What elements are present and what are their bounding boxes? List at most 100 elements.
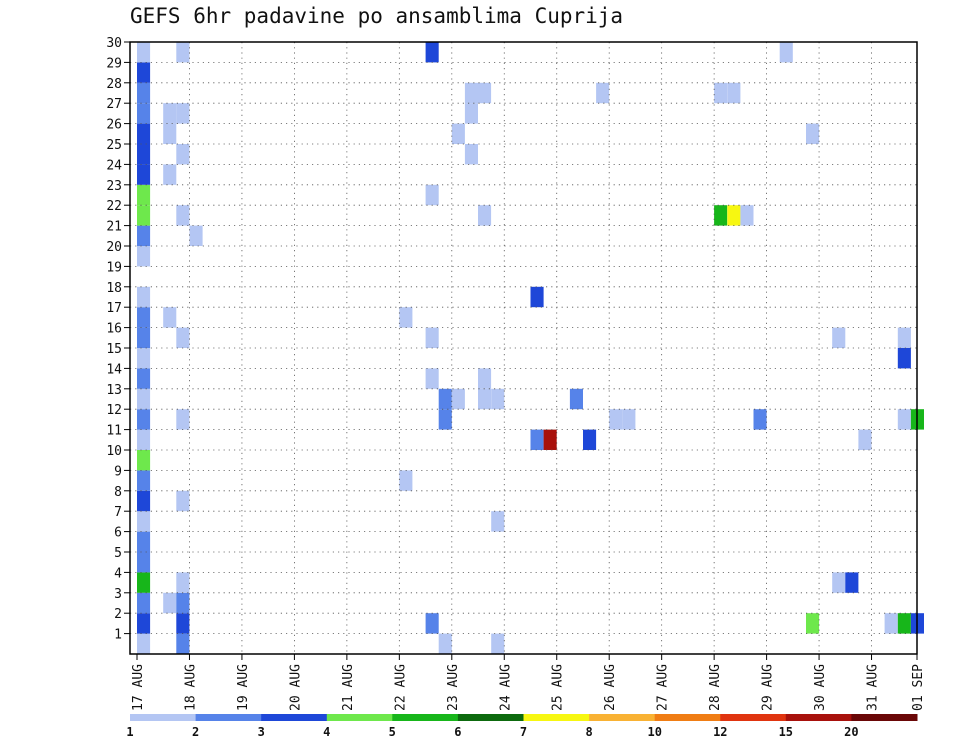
y-tick-label-5: 5	[114, 546, 122, 561]
colorbar-swatch-9	[720, 714, 787, 721]
cell-m27-s2	[163, 103, 177, 124]
cell-m25-s0	[137, 144, 151, 165]
y-tick-label-15: 15	[106, 342, 122, 357]
cell-m11-s34	[583, 429, 597, 450]
cell-m14-s26	[478, 368, 492, 389]
colorbar-legend: 1 2 3 4 5 6 7 8 10 12 15 20	[126, 714, 918, 739]
cell-m22-s3	[176, 205, 190, 226]
cell-m3-s2	[163, 592, 177, 614]
cell-m30-s22	[425, 42, 439, 63]
cell-m12-s0	[137, 409, 151, 430]
cell-m2-s58	[897, 613, 911, 634]
x-tick-label-13: 30 AUG	[813, 664, 828, 711]
colorbar-label-8: 8	[585, 725, 592, 739]
cell-m13-s0	[137, 388, 151, 410]
colorbar-swatch-3	[326, 714, 393, 721]
cell-m14-s0	[137, 368, 151, 389]
cell-m4-s53	[832, 572, 846, 593]
cell-m16-s22	[425, 327, 439, 348]
y-tick-label-30: 30	[106, 36, 122, 51]
x-tick-label-0: 17 AUG	[131, 664, 146, 711]
cell-m29-s0	[137, 62, 151, 83]
colorbar-swatch-2	[261, 714, 328, 721]
colorbar-swatch-0	[130, 714, 197, 721]
colorbar-swatch-4	[392, 714, 459, 721]
cell-m27-s0	[137, 103, 151, 124]
cell-m28-s44	[714, 82, 728, 104]
cell-m5-s0	[137, 552, 151, 573]
y-axis-ticks: 1234567891011121314151617181920212223242…	[106, 36, 130, 643]
colorbar-label-5: 5	[389, 725, 396, 739]
colorbar-swatch-5	[457, 714, 524, 721]
chart-title: GEFS 6hr padavine po ansamblima Cuprija	[130, 4, 624, 28]
x-tick-label-15: 01 SEP	[911, 664, 926, 711]
cell-m27-s3	[176, 103, 190, 124]
x-tick-label-10: 27 AUG	[656, 664, 671, 711]
colorbar-label-12: 12	[713, 725, 727, 739]
cell-m11-s0	[137, 429, 151, 450]
cell-m25-s3	[176, 144, 190, 165]
cell-m18-s30	[530, 286, 544, 308]
cell-m26-s51	[806, 123, 820, 144]
cell-m30-s49	[779, 42, 793, 63]
cell-m26-s24	[451, 123, 465, 144]
cell-m1-s0	[137, 633, 151, 654]
colorbar-label-15: 15	[779, 725, 793, 739]
cell-m15-s0	[137, 348, 151, 369]
cell-m23-s22	[425, 184, 439, 206]
grid-lines	[130, 42, 917, 654]
cell-m2-s3	[176, 613, 190, 634]
y-tick-label-19: 19	[106, 260, 122, 275]
cell-m27-s25	[464, 103, 478, 124]
colorbar-label-7: 7	[520, 725, 527, 739]
cell-m2-s22	[425, 613, 439, 634]
x-tick-label-7: 24 AUG	[498, 664, 513, 711]
cell-m16-s0	[137, 327, 151, 348]
cell-m3-s0	[137, 592, 151, 614]
cell-m2-s51	[806, 613, 820, 634]
y-tick-label-7: 7	[114, 505, 122, 520]
cell-m10-s0	[137, 450, 151, 471]
cell-m8-s3	[176, 490, 190, 512]
colorbar-swatch-7	[589, 714, 656, 721]
cell-m18-s0	[137, 286, 151, 308]
colorbar-label-3: 3	[258, 725, 265, 739]
cell-m20-s0	[137, 246, 151, 267]
x-tick-label-2: 19 AUG	[236, 664, 251, 711]
cell-m9-s20	[399, 470, 413, 491]
cell-m16-s58	[897, 327, 911, 348]
cell-m22-s46	[740, 205, 754, 226]
cell-m12-s47	[753, 409, 767, 430]
cell-m28-s45	[727, 82, 741, 104]
y-tick-label-29: 29	[106, 56, 122, 71]
cell-m13-s27	[491, 388, 505, 410]
cell-m12-s36	[609, 409, 623, 430]
colorbar-label-1: 1	[126, 725, 133, 739]
cell-m21-s0	[137, 225, 151, 246]
cell-m28-s0	[137, 82, 151, 104]
cell-m26-s2	[163, 123, 177, 144]
cell-m15-s58	[897, 348, 911, 369]
colorbar-swatch-1	[195, 714, 262, 721]
cell-m24-s2	[163, 164, 177, 185]
y-tick-label-18: 18	[106, 281, 122, 296]
y-tick-label-26: 26	[106, 118, 122, 133]
cell-m13-s33	[569, 388, 583, 410]
cell-m1-s3	[176, 633, 190, 654]
cell-m17-s2	[163, 307, 177, 328]
colorbar-label-10: 10	[647, 725, 661, 739]
cell-m8-s0	[137, 490, 151, 512]
colorbar-label-4: 4	[323, 725, 330, 739]
x-tick-label-5: 22 AUG	[393, 664, 408, 711]
cell-m23-s0	[137, 184, 151, 206]
cell-m17-s20	[399, 307, 413, 328]
y-tick-label-8: 8	[114, 485, 122, 500]
cell-m22-s26	[478, 205, 492, 226]
cell-m16-s53	[832, 327, 846, 348]
cell-m30-s3	[176, 42, 190, 63]
cell-m4-s54	[845, 572, 859, 593]
y-tick-label-11: 11	[106, 424, 122, 439]
y-tick-label-2: 2	[114, 607, 122, 622]
y-tick-label-3: 3	[114, 587, 122, 602]
